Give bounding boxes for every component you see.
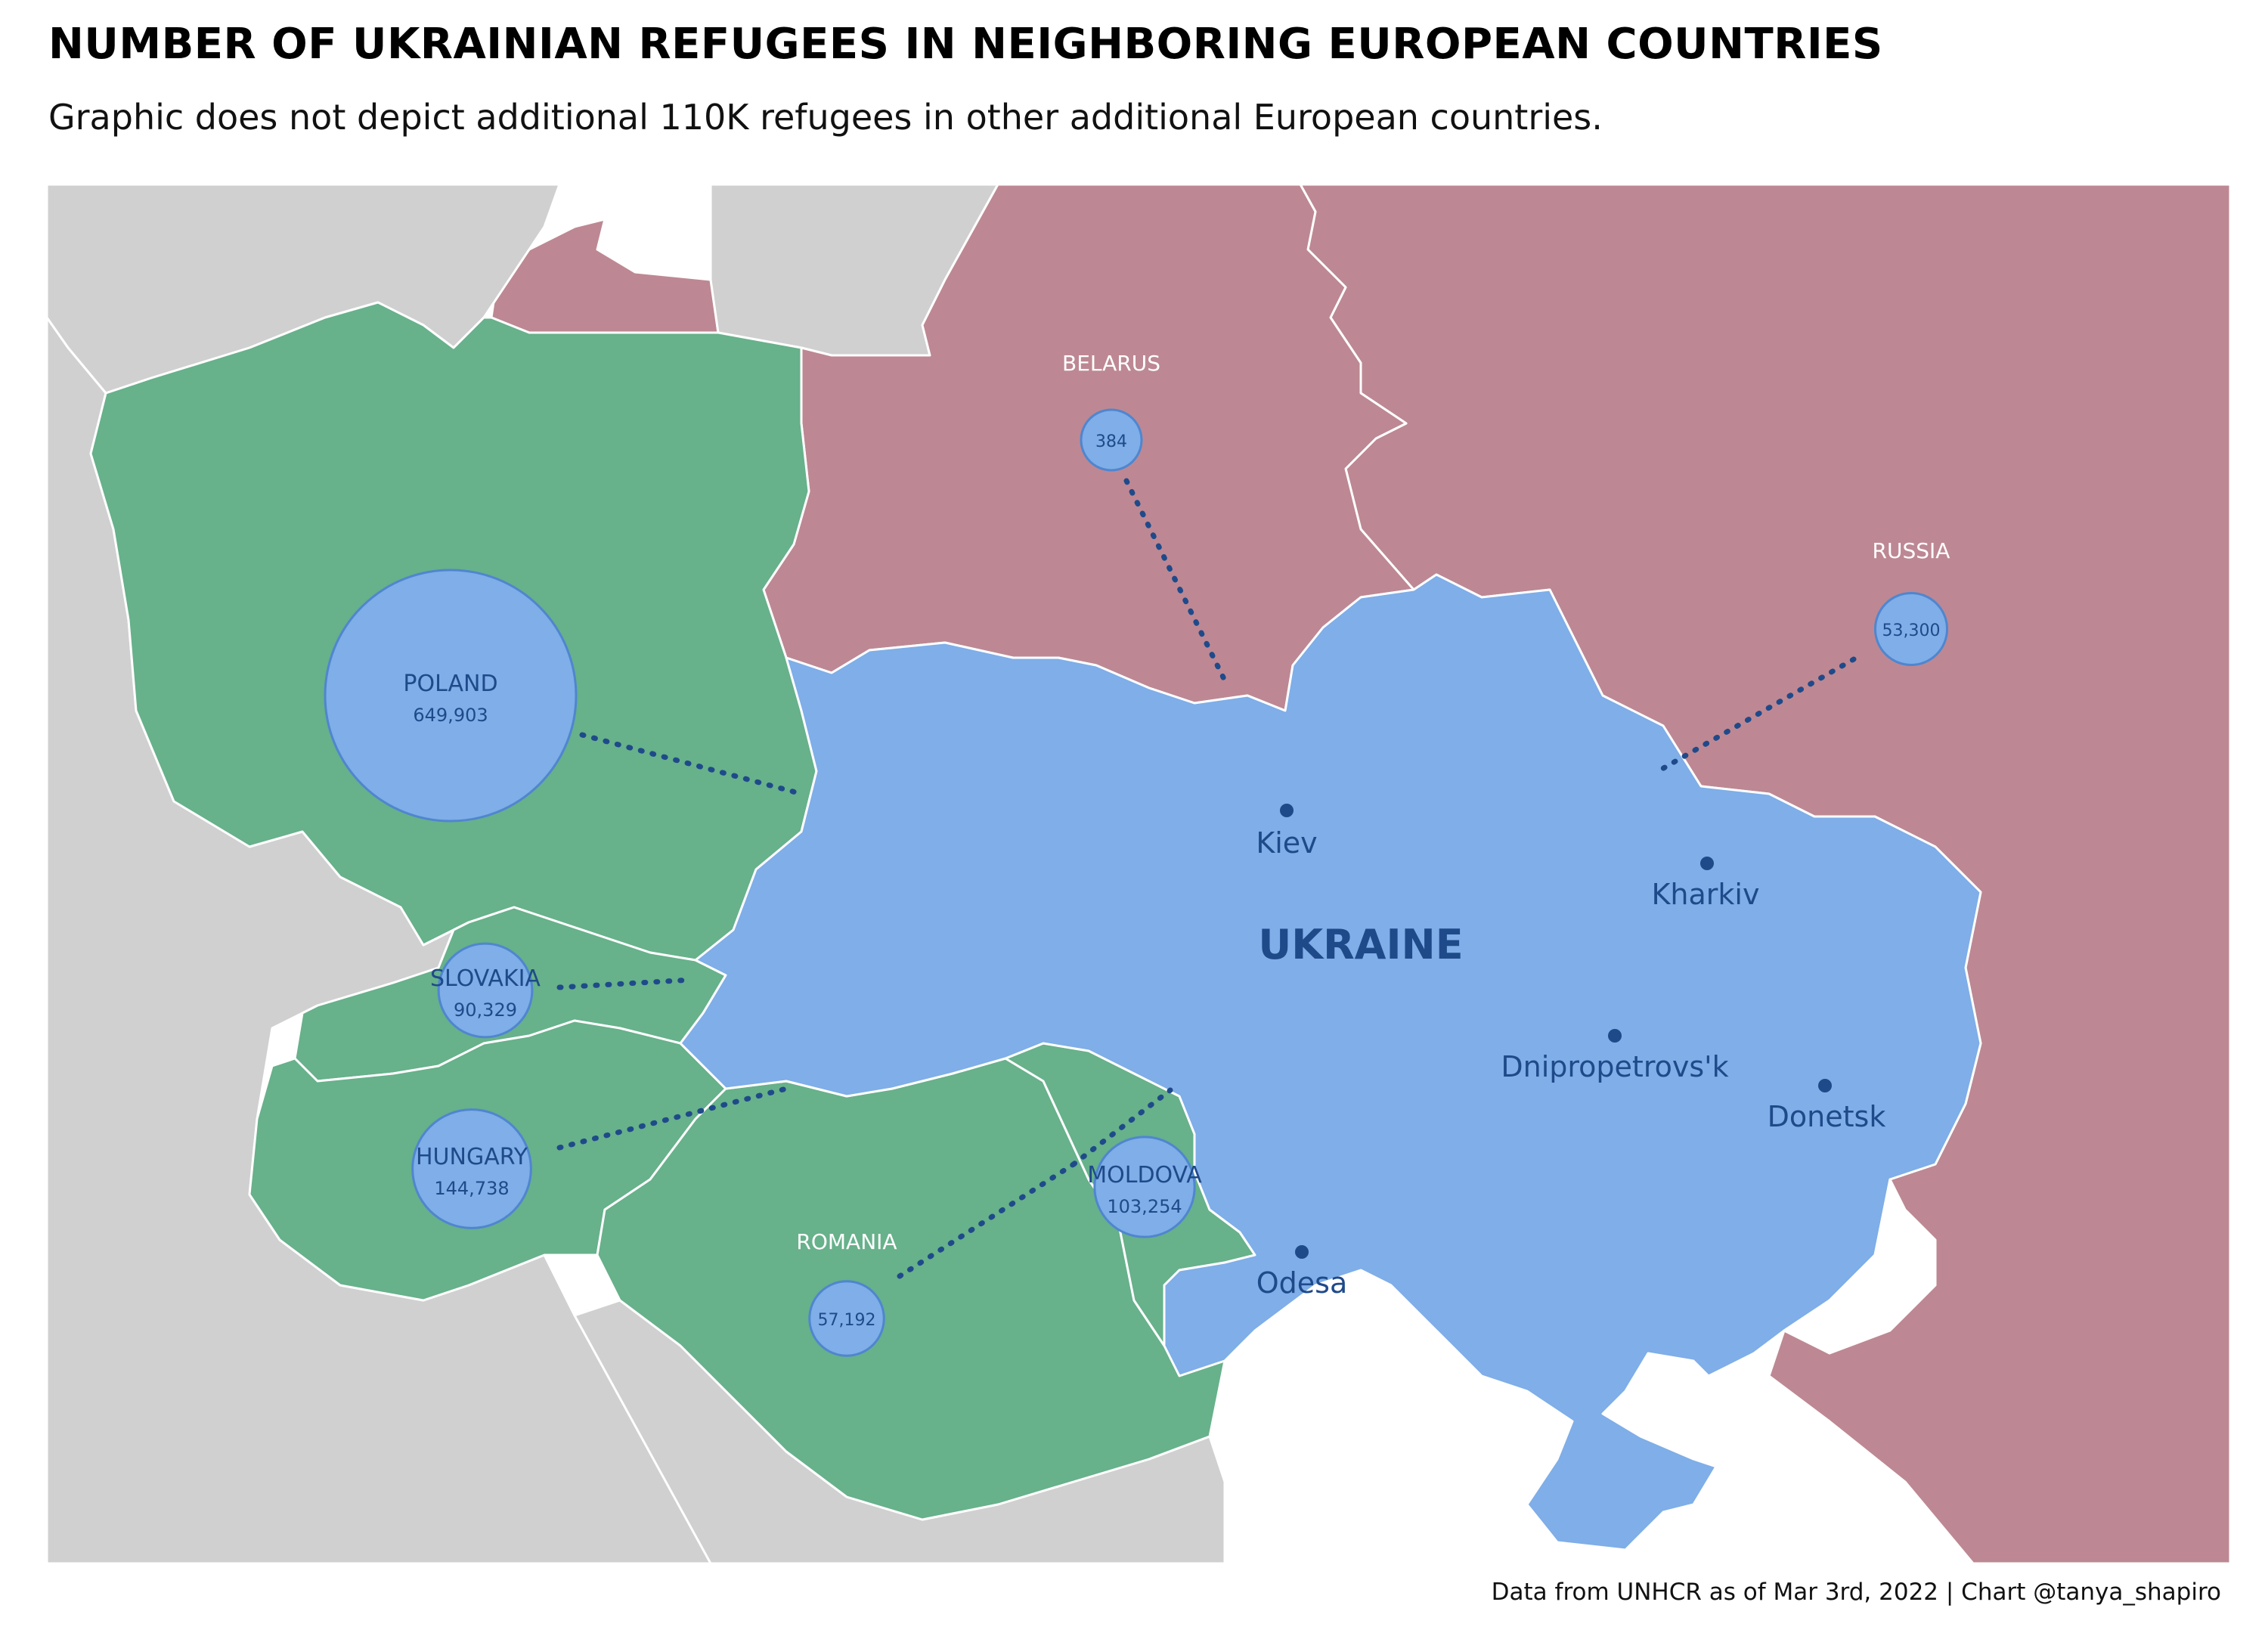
bubble-value-slovakia: 90,329 xyxy=(454,999,517,1021)
refugee-bubbles: POLAND 649,903 HUNGARY 144,738 MOLDOVA 103,25… xyxy=(324,408,1949,1357)
bubble-country-slovakia: SLOVAKIA xyxy=(430,965,541,992)
connector-russia xyxy=(1653,656,1857,776)
bubble-value-poland: 649,903 xyxy=(413,705,488,726)
bubble-romania xyxy=(808,1280,885,1357)
bubble-value-belarus: 384 xyxy=(1095,432,1127,451)
country-ukraine xyxy=(679,573,1982,1551)
bubble-belarus xyxy=(1080,408,1143,472)
bubble-value-hungary: 144,738 xyxy=(434,1178,509,1199)
city-label-kharkiv: Kharkiv xyxy=(1652,878,1760,911)
bubble-country-poland: POLAND xyxy=(403,671,497,697)
city-dot-odesa xyxy=(1295,1245,1309,1259)
bubble-poland xyxy=(324,569,578,823)
connector-slovakia xyxy=(556,977,695,990)
city-dot-kiev xyxy=(1280,804,1294,817)
city-label-donetsk: Donetsk xyxy=(1768,1100,1886,1133)
city-markers: Kiev Kharkiv Dnipropetrovs'k Donetsk Ode… xyxy=(1256,804,1885,1300)
connector-moldova xyxy=(1070,1087,1173,1167)
label-romania: ROMANIA xyxy=(796,1229,897,1254)
chart-title: NUMBER OF UKRAINIAN REFUGEES IN NEIGHBOR… xyxy=(48,20,1883,69)
bubble-country-moldova: MOLDOVA xyxy=(1087,1162,1202,1188)
label-russia: RUSSIA xyxy=(1873,538,1950,563)
connector-hungary xyxy=(556,1086,789,1151)
city-label-odesa: Odesa xyxy=(1256,1266,1348,1300)
city-dot-kharkiv xyxy=(1700,857,1714,870)
connector-poland xyxy=(579,732,804,797)
connector-romania xyxy=(897,1161,1077,1279)
connector-lines xyxy=(556,478,1857,1279)
bubble-country-hungary: HUNGARY xyxy=(416,1144,528,1170)
bubble-value-russia: 53,300 xyxy=(1882,621,1941,640)
connector-belarus xyxy=(1123,478,1228,683)
bubble-slovakia xyxy=(437,942,534,1039)
city-dot-dnipro xyxy=(1608,1029,1622,1043)
bubble-hungary xyxy=(411,1108,532,1229)
chart-subtitle: Graphic does not depict additional 110K … xyxy=(48,97,1603,138)
bubble-value-moldova: 103,254 xyxy=(1107,1196,1182,1217)
source-caption: Data from UNHCR as of Mar 3rd, 2022 | Ch… xyxy=(1491,1579,2221,1606)
city-label-kiev: Kiev xyxy=(1256,826,1317,860)
bubble-value-romania: 57,192 xyxy=(818,1311,876,1330)
city-label-dnipro: Dnipropetrovs'k xyxy=(1501,1050,1728,1083)
sea-of-azov xyxy=(1783,1178,1937,1355)
label-ukraine: UKRAINE xyxy=(1258,921,1463,968)
label-belarus: BELARUS xyxy=(1062,351,1160,376)
bubble-russia xyxy=(1873,591,1949,667)
bubble-moldova xyxy=(1093,1136,1196,1238)
city-dot-donetsk xyxy=(1818,1079,1832,1092)
